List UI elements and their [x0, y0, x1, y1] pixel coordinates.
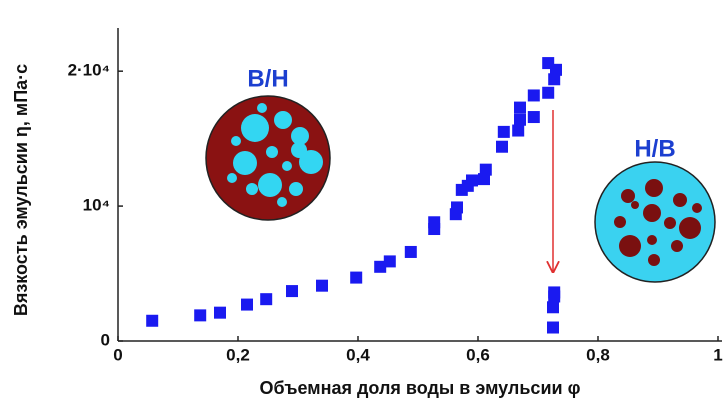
point [451, 201, 463, 213]
point [528, 89, 540, 101]
o-w-droplet [595, 162, 715, 282]
y-tick-label: 0 [101, 330, 110, 349]
annotation: Н/В [634, 135, 675, 162]
point [480, 164, 492, 176]
point [528, 111, 540, 123]
point [194, 309, 206, 321]
x-tick-label: 0 [113, 345, 122, 364]
point [466, 174, 478, 186]
y-axis-title: Вязкость эмульсии η, мПа·с [11, 64, 31, 316]
point [241, 299, 253, 311]
x-axis-title: Объемная доля воды в эмульсии φ [260, 378, 581, 398]
point [512, 125, 524, 137]
point [547, 322, 559, 334]
point [146, 315, 158, 327]
w-o-droplet [206, 96, 330, 220]
point [547, 301, 559, 313]
point [496, 141, 508, 153]
page: {"chart_data": {"type": "scatter", "xlab… [0, 0, 726, 409]
annotation: В/Н [247, 65, 288, 92]
point [550, 64, 562, 76]
point [514, 102, 526, 114]
x-tick-label: 1 [713, 345, 722, 364]
point [286, 285, 298, 297]
x-tick-label: 0,2 [226, 345, 250, 364]
point [514, 114, 526, 126]
point [428, 216, 440, 228]
point [350, 272, 362, 284]
x-tick-label: 0,6 [466, 345, 490, 364]
point [405, 246, 417, 258]
chart: Объемная доля воды в эмульсии φ Вязкость… [0, 0, 726, 409]
point [214, 307, 226, 319]
y-tick-label: 10⁴ [83, 196, 110, 215]
x-tick-label: 0,4 [346, 345, 370, 364]
y-tick-label: 2·10⁴ [68, 61, 110, 80]
point [384, 255, 396, 267]
point [548, 286, 560, 298]
point [316, 280, 328, 292]
point [260, 293, 272, 305]
point [542, 87, 554, 99]
point [498, 126, 510, 138]
x-tick-label: 0,8 [586, 345, 610, 364]
